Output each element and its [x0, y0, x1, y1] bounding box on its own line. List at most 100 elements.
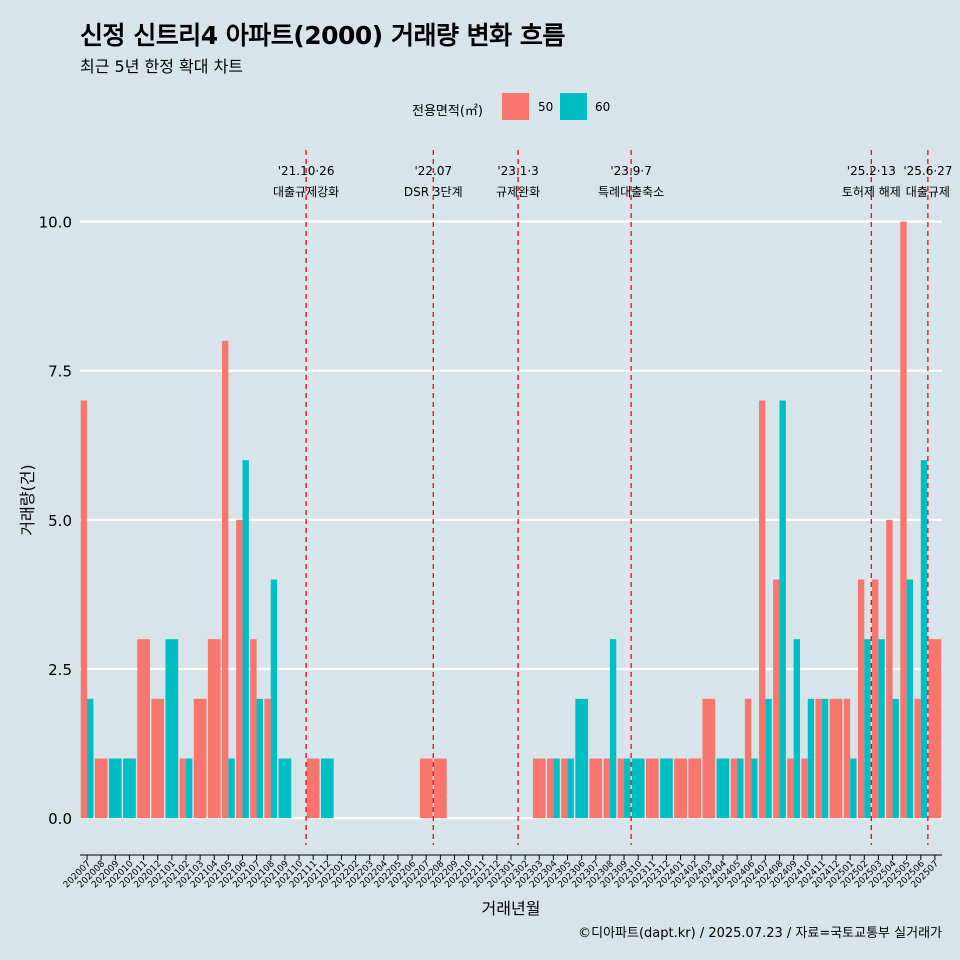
legend-label-50: 50 — [538, 100, 554, 114]
event-desc-label: 대출규제강화 — [273, 185, 339, 199]
event-desc-label: 규제완화 — [496, 185, 540, 199]
event-desc-label: DSR 3단계 — [404, 185, 463, 199]
bar-60-202306 — [575, 698, 589, 819]
bar-50-202410 — [801, 758, 808, 819]
bar-50-202305 — [561, 758, 568, 819]
bar-50-202108 — [264, 698, 271, 819]
bar-50-202308 — [603, 758, 610, 819]
bar-60-202310 — [631, 758, 645, 819]
y-tick-label: 5.0 — [48, 512, 72, 530]
bar-60-202408 — [779, 400, 786, 819]
bar-50-202506 — [914, 698, 921, 819]
bar-50-202507 — [928, 639, 942, 819]
bar-50-202501 — [843, 698, 851, 819]
bar-60-202312 — [660, 758, 673, 819]
bar-60-202109 — [278, 758, 292, 819]
event-desc-label: 토허제 해제 — [842, 185, 901, 199]
bar-60-202105 — [228, 758, 235, 819]
bar-50-202207 — [419, 758, 433, 819]
x-axis-title: 거래년월 — [482, 899, 541, 918]
bar-60-202106 — [242, 460, 249, 819]
bar-60-202308 — [609, 639, 617, 819]
bar-50-202409 — [787, 758, 794, 819]
bar-50-202104 — [207, 639, 221, 819]
event-date-label: '23.9·7 — [610, 164, 651, 178]
bar-50-202505 — [900, 221, 907, 819]
bar-50-202504 — [886, 519, 893, 819]
bar-60-202102 — [185, 758, 193, 819]
event-date-label: '25.2·13 — [847, 164, 896, 178]
bar-60-202404 — [716, 758, 730, 819]
event-date-label: '21.10·26 — [278, 164, 335, 178]
bar-60-202101 — [165, 639, 179, 819]
bar-60-202009 — [108, 758, 122, 819]
bar-60-202407 — [765, 698, 772, 819]
event-date-label: '25.6·27 — [903, 164, 952, 178]
bar-50-202405 — [730, 758, 738, 819]
y-axis-title: 거래량(건) — [18, 464, 37, 535]
bar-60-202411 — [821, 698, 829, 819]
event-desc-label: 특례대출축소 — [598, 185, 664, 199]
bar-50-202407 — [759, 400, 766, 819]
legend-title: 전용면적(㎡) — [412, 104, 483, 119]
bar-60-202305 — [567, 758, 574, 819]
bar-50-202008 — [94, 758, 108, 819]
y-tick-label: 0.0 — [48, 810, 72, 828]
event-date-label: '23.1·3 — [497, 164, 538, 178]
bar-50-202309 — [617, 758, 625, 819]
chart-subtitle: 최근 5년 한정 확대 차트 — [80, 57, 244, 76]
bar-50-202105 — [222, 340, 229, 819]
bar-60-202108 — [270, 579, 278, 819]
bar-50-202412 — [829, 698, 843, 819]
bar-60-202309 — [624, 758, 631, 819]
legend: 전용면적(㎡) 50 60 — [0, 92, 960, 124]
bar-60-202409 — [793, 639, 800, 819]
bar-60-202506 — [920, 460, 928, 819]
bar-60-202107 — [256, 698, 263, 819]
y-tick-label: 2.5 — [48, 661, 72, 679]
source-caption: ©디아파트(dapt.kr) / 2025.07.23 / 자료=국토교통부 실… — [578, 926, 942, 941]
bar-60-202504 — [892, 698, 899, 819]
bar-50-202402 — [688, 758, 702, 819]
bar-60-202112 — [320, 758, 334, 819]
bar-50-202111 — [306, 758, 320, 819]
bar-50-202411 — [815, 698, 822, 819]
bar-50-202403 — [702, 698, 716, 819]
bar-50-202106 — [236, 519, 243, 819]
bar-50-202502 — [857, 579, 865, 819]
bar-50-202408 — [773, 579, 780, 819]
bar-50-202503 — [872, 579, 879, 819]
bar-60-202406 — [751, 758, 758, 819]
bar-50-202311 — [645, 758, 659, 819]
legend-key-60 — [560, 93, 587, 120]
bar-50-202304 — [547, 758, 554, 819]
event-date-label: '22.07 — [414, 164, 452, 178]
bar-50-202303 — [532, 758, 546, 819]
bar-60-202010 — [123, 758, 136, 819]
bar-50-202208 — [433, 758, 447, 819]
y-tick-label: 7.5 — [48, 363, 72, 381]
chart-title: 신정 신트리4 아파트(2000) 거래량 변화 흐름 — [80, 21, 565, 50]
bar-60-202505 — [906, 579, 914, 819]
bar-50-202007 — [80, 400, 88, 819]
bar-50-202401 — [674, 758, 687, 819]
bar-50-202011 — [137, 639, 150, 819]
bar-60-202502 — [864, 639, 871, 819]
y-tick-label: 10.0 — [39, 214, 72, 232]
bar-60-202007 — [87, 698, 94, 819]
bar-50-202012 — [151, 698, 165, 819]
bar-60-202501 — [850, 758, 857, 819]
legend-label-60: 60 — [595, 100, 611, 114]
bar-50-202103 — [193, 698, 207, 819]
bar-60-202503 — [878, 639, 885, 819]
event-desc-label: 대출규제 — [906, 185, 950, 199]
legend-key-50 — [502, 93, 529, 120]
bar-50-202307 — [589, 758, 603, 819]
bar-60-202405 — [737, 758, 744, 819]
bar-50-202107 — [250, 639, 257, 819]
bar-50-202406 — [744, 698, 752, 819]
bar-60-202304 — [553, 758, 560, 819]
bar-50-202102 — [179, 758, 186, 819]
bar-60-202410 — [807, 698, 815, 819]
